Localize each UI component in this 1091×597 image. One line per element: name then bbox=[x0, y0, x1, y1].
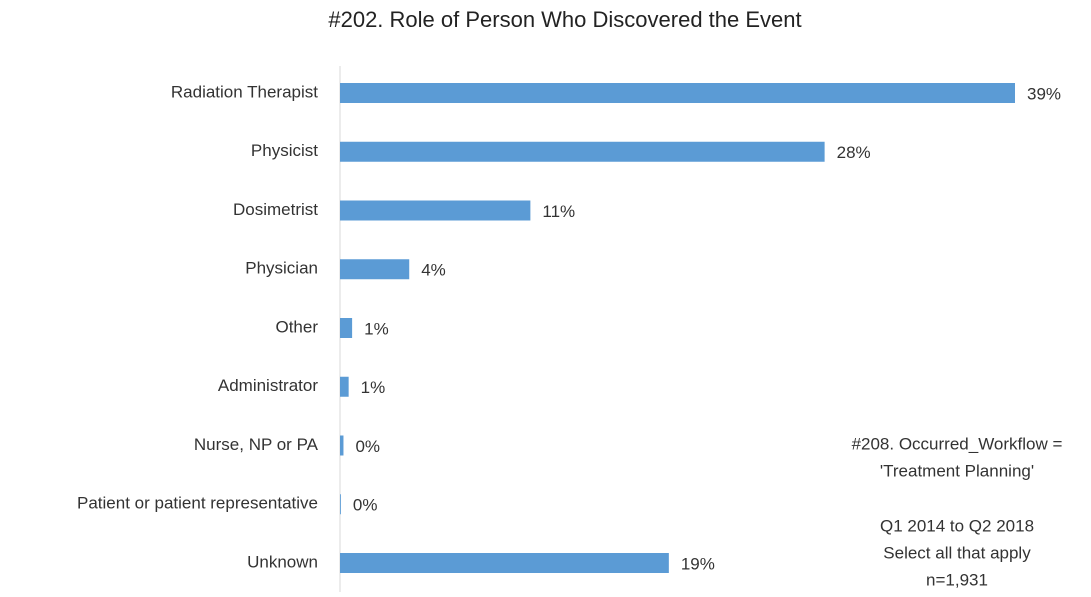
annotation: Q1 2014 to Q2 2018 bbox=[880, 516, 1034, 535]
chart-title: #202. Role of Person Who Discovered the … bbox=[328, 7, 801, 32]
category-label: Physician bbox=[245, 259, 318, 278]
category-label: Administrator bbox=[218, 376, 318, 395]
value-label: 1% bbox=[364, 319, 389, 338]
bar bbox=[340, 83, 1015, 103]
category-label: Other bbox=[275, 317, 318, 336]
bar bbox=[340, 318, 353, 338]
value-label: 39% bbox=[1027, 84, 1061, 103]
value-label: 19% bbox=[681, 554, 715, 573]
value-label: 28% bbox=[837, 143, 871, 162]
category-label: Unknown bbox=[247, 552, 318, 571]
annotation: #208. Occurred_Workflow = bbox=[852, 434, 1063, 453]
annotation: Select all that apply bbox=[883, 543, 1031, 562]
category-label: Dosimetrist bbox=[233, 200, 318, 219]
bar bbox=[340, 200, 531, 221]
value-label: 1% bbox=[361, 378, 386, 397]
annotation: 'Treatment Planning' bbox=[880, 461, 1034, 480]
bar bbox=[340, 376, 349, 397]
category-label: Radiation Therapist bbox=[171, 82, 318, 101]
category-label: Physicist bbox=[251, 141, 318, 160]
category-label: Nurse, NP or PA bbox=[194, 435, 319, 454]
value-label: 4% bbox=[421, 261, 446, 280]
bar bbox=[340, 259, 410, 280]
value-label: 11% bbox=[542, 202, 575, 221]
bar bbox=[340, 494, 341, 515]
bar bbox=[340, 435, 344, 456]
value-label: 0% bbox=[353, 496, 378, 515]
annotation: n=1,931 bbox=[926, 570, 988, 589]
value-label: 0% bbox=[355, 437, 380, 456]
bar bbox=[340, 141, 825, 162]
category-label: Patient or patient representative bbox=[77, 494, 318, 513]
bar bbox=[340, 553, 669, 573]
